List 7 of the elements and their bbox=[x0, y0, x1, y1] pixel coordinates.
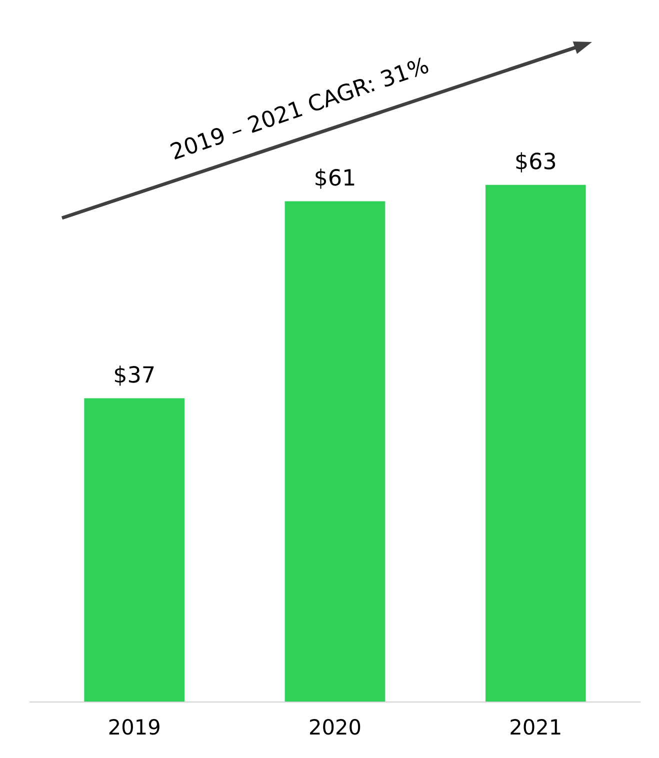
x-tick-label: 2021 bbox=[510, 719, 560, 735]
x-tick-label: 2020 bbox=[310, 719, 360, 735]
data-label: $63 bbox=[516, 152, 556, 172]
data-label: $61 bbox=[316, 168, 354, 189]
x-tick-label: 2019 bbox=[109, 719, 160, 735]
data-label: $37 bbox=[114, 366, 154, 386]
text: 2019 – 2021 CAGR: 31% bbox=[170, 56, 430, 160]
